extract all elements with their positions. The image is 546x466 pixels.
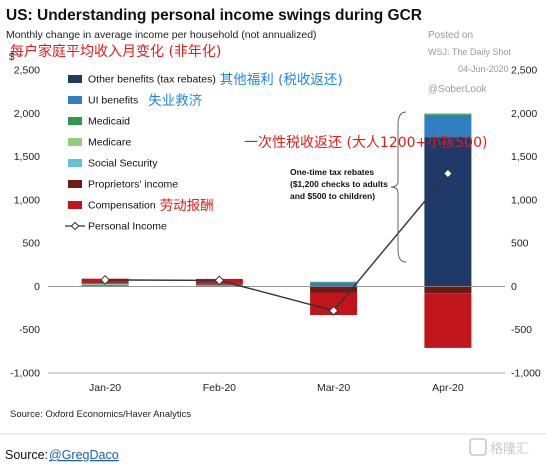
legend-marker-personal-income [70, 221, 80, 231]
bar-ui-benefits-mar-20 [310, 282, 358, 287]
legend: Other benefits (tax rebates) 其他福利 (税收返还) U… [65, 72, 343, 233]
y-tick-label-left: 2,500 [14, 65, 40, 77]
tax-rebate-note-line-3: and $500 to children) [290, 191, 375, 201]
y-tick-label-left: -500 [19, 324, 40, 336]
legend-label-compensation: Compensation [88, 200, 156, 212]
chart-subtitle: Monthly change in average income per hou… [6, 29, 317, 41]
x-tick-label: Mar-20 [317, 382, 350, 394]
legend-swatch-ui-benefits [68, 96, 82, 104]
x-tick-label: Jan-20 [89, 382, 121, 394]
legend-label-cn-ui-benefits: 失业救济 [148, 93, 202, 109]
date-label: 04-Jun-2020 [458, 64, 509, 74]
bars-layer [81, 113, 472, 348]
legend-label-other-benefits: Other benefits (tax rebates) [88, 74, 216, 86]
line-layer [100, 168, 453, 316]
bar-ui-benefits-apr-20 [424, 115, 472, 138]
watermark: 格隆汇 [469, 438, 529, 457]
tax-rebate-brace [390, 111, 407, 263]
watermark-label: 格隆汇 [490, 441, 529, 457]
bar-social-security-mar-20 [310, 281, 358, 283]
y-tick-label-left: 500 [22, 238, 40, 250]
series-line-personal-income [105, 173, 449, 312]
y-unit-label: $ [9, 52, 15, 63]
legend-label-cn-other-benefits: 其他福利 (税收返还) [220, 72, 343, 88]
tax-rebate-note-line-1: One-time tax rebates [290, 167, 374, 177]
legend-swatch-social-security [68, 159, 82, 167]
bar-medicare-apr-20 [424, 113, 472, 115]
point-personal-income-apr-20 [442, 168, 453, 179]
legend-label-medicare: Medicare [88, 137, 131, 149]
y-tick-label-right: 500 [511, 238, 529, 250]
bar-other-benefits-apr-20 [424, 137, 472, 287]
legend-swatch-other-benefits [68, 75, 82, 83]
bar-proprietors-income-mar-20 [310, 286, 358, 293]
y-tick-label-left: 2,000 [14, 108, 40, 120]
chart-subtitle-cn: 每户家庭平均收入月变化 (非年化) [10, 43, 221, 60]
bar-social-security-apr-20 [424, 113, 472, 114]
bar-medicaid-jan-20 [81, 284, 129, 286]
source-publisher-label: WSJ: The Daily Shot [428, 47, 511, 57]
bar-compensation-apr-20 [424, 293, 472, 348]
y-tick-label-right: 2,500 [511, 65, 537, 77]
x-tick-label: Feb-20 [203, 382, 236, 394]
y-tick-label-right: 1,000 [511, 194, 537, 206]
legend-label-personal-income: Personal Income [88, 221, 167, 233]
y-tick-label-right: 0 [511, 281, 517, 293]
chart-title: US: Understanding personal income swings… [6, 7, 422, 24]
watermark-logo-icon [469, 438, 487, 456]
x-tick-label: Apr-20 [432, 382, 464, 394]
legend-label-proprietors-income: Proprietors' income [88, 179, 178, 191]
tax-rebate-annotation-cn: 一次性税收返还 (大人1200+小孩500) [244, 135, 487, 151]
bar-proprietors-income-apr-20 [424, 286, 472, 294]
credit-prefix: Source: [5, 448, 48, 462]
credit-link[interactable]: @GregDaco [49, 448, 119, 462]
y-tick-label-right: -1,000 [511, 368, 541, 380]
legend-label-medicaid: Medicaid [88, 116, 130, 128]
y-tick-label-left: -1,000 [10, 368, 40, 380]
handle-label: @SoberLook [428, 84, 488, 95]
y-tick-label-right: 1,500 [511, 151, 537, 163]
legend-swatch-proprietors-income [68, 180, 82, 188]
legend-label-ui-benefits: UI benefits [88, 95, 138, 107]
legend-label-cn-compensation: 劳动报酬 [160, 198, 214, 214]
bar-medicaid-feb-20 [195, 285, 243, 287]
legend-swatch-medicare [68, 138, 82, 146]
y-tick-label-right: 2,000 [511, 108, 537, 120]
source-note: Source: Oxford Economics/Haver Analytics [10, 409, 191, 420]
point-personal-income-jan-20 [100, 274, 111, 285]
legend-swatch-medicaid [68, 117, 82, 125]
y-tick-label-left: 1,000 [14, 194, 40, 206]
tax-rebate-note-line-2: ($1,200 checks to adults [290, 179, 388, 189]
bar-medicaid-apr-20 [424, 114, 472, 116]
legend-label-social-security: Social Security [88, 158, 158, 170]
bar-ui-benefits-jan-20 [81, 285, 129, 287]
legend-swatch-compensation [68, 201, 82, 209]
point-personal-income-mar-20 [328, 305, 339, 316]
bar-compensation-mar-20 [310, 292, 358, 315]
point-personal-income-feb-20 [214, 275, 225, 286]
y-tick-label-right: -500 [511, 324, 532, 336]
posted-on-label: Posted on [428, 30, 473, 41]
y-tick-label-left: 1,500 [14, 151, 40, 163]
tax-rebate-note: One-time tax rebates ($1,200 checks to a… [290, 167, 388, 201]
y-tick-label-left: 0 [34, 281, 40, 293]
axes-layer: -1,000 -1,000 -500 -500 0 0 500 500 1,000 1,000 1,… [10, 65, 541, 395]
